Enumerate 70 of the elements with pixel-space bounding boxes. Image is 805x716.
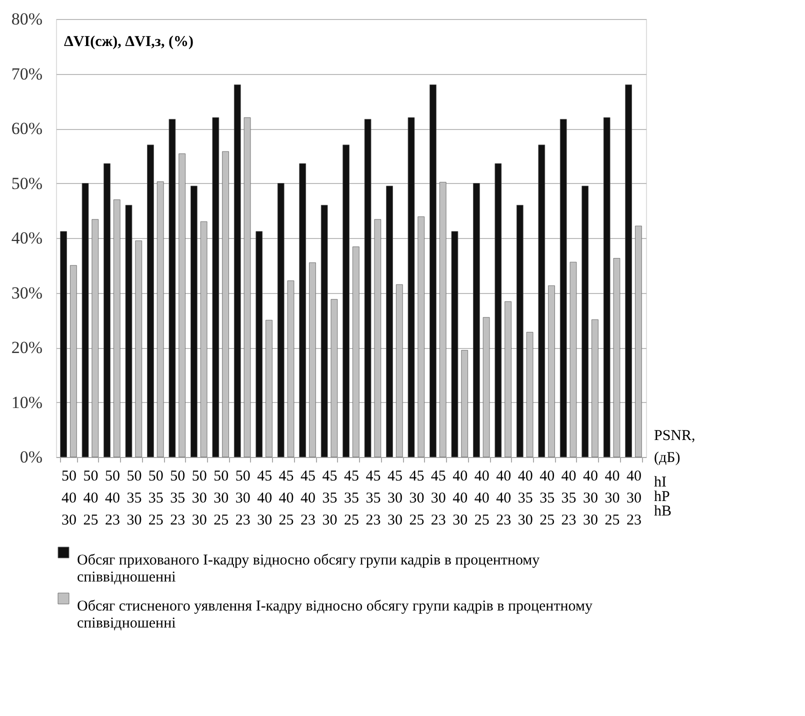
bar [125,204,132,458]
x-tick-label: 45 40 25 [278,468,294,528]
x-tick-label: 50 35 23 [170,468,186,528]
x-tick-label: 45 40 30 [257,468,272,528]
x-tick-label: 40 30 25 [604,468,620,528]
bar [473,183,480,458]
y-axis-title: ΔVI(сж), ΔVI,з, (%) [64,34,194,50]
bar [82,183,89,458]
bar [386,186,393,458]
bar [560,118,567,458]
bar [408,117,415,458]
x-tick-label: 45 30 25 [409,468,424,528]
x-tick-label: 45 35 25 [344,468,359,528]
bar [299,163,306,458]
bar [516,204,524,458]
bar [538,144,546,458]
x-tick-label: 50 40 23 [104,468,120,528]
y-tick-label: 60% [11,119,42,138]
bar [168,118,176,458]
x-tick-label: 40 35 25 [540,468,555,528]
x-tick-label: 45 35 23 [366,468,381,528]
x-tick-label: 50 35 25 [148,468,164,528]
x-tick-label: 40 40 25 [474,468,490,528]
x-tick-label: 40 30 23 [626,468,642,528]
y-tick-label: 20% [11,338,42,357]
x-tick-label: 40 30 30 [583,468,598,528]
x-tick-label: 40 40 30 [452,468,468,528]
y-tick-label: 0% [20,448,42,466]
bar [451,231,458,458]
x-tick-label: 50 30 30 [192,468,207,528]
y-tick-label: 70% [11,64,42,84]
x-tick-label: 50 30 23 [235,468,250,528]
bar [430,84,436,458]
bar [147,144,154,458]
x-tick-label: 45 40 23 [300,468,316,528]
text: hB [654,504,672,520]
bar [212,117,220,458]
bar [104,163,110,458]
bar [277,183,284,458]
x-tick-label: 50 40 30 [61,468,76,528]
bar [364,118,372,458]
x-tick-label: 40 35 30 [518,468,533,528]
bar [256,231,263,458]
bar [494,163,502,458]
x-tick-label: 45 30 30 [387,468,402,528]
x-tick-label: 40 40 23 [496,468,512,528]
x-tick-label: 50 40 25 [83,468,98,528]
x-tick-label: 45 35 30 [322,468,338,528]
bar [190,186,198,458]
x-tick-label: 50 35 30 [126,468,142,528]
bar [625,84,632,458]
x-axis-title: PSNR, (дБ) [654,428,696,466]
legend-label: Обсяг стисненого уявлення I-кадру відносно обсягу групи кадрів в процентному співвідношенні [77,598,593,632]
legend-label: Обсяг прихованого I-кадру відносно обсягу групи кадрів в процентному співвідношенні [77,552,540,586]
x-tick-label: 40 35 23 [561,468,576,528]
y-tick-label: 80% [11,10,42,28]
bar [60,231,67,458]
y-tick-label: 40% [11,228,42,248]
x-tick-label: 50 30 25 [214,468,229,528]
bar [234,84,241,458]
text: hP [654,489,670,505]
bar [320,204,328,458]
bar [603,117,610,458]
bar [582,186,589,458]
y-tick-label: 30% [11,283,42,302]
y-tick-label: 10% [11,392,42,412]
y-tick-label: 50% [11,174,42,193]
x-tick-label: 45 30 23 [430,468,446,528]
bar [342,144,350,458]
text: hI [654,474,666,490]
